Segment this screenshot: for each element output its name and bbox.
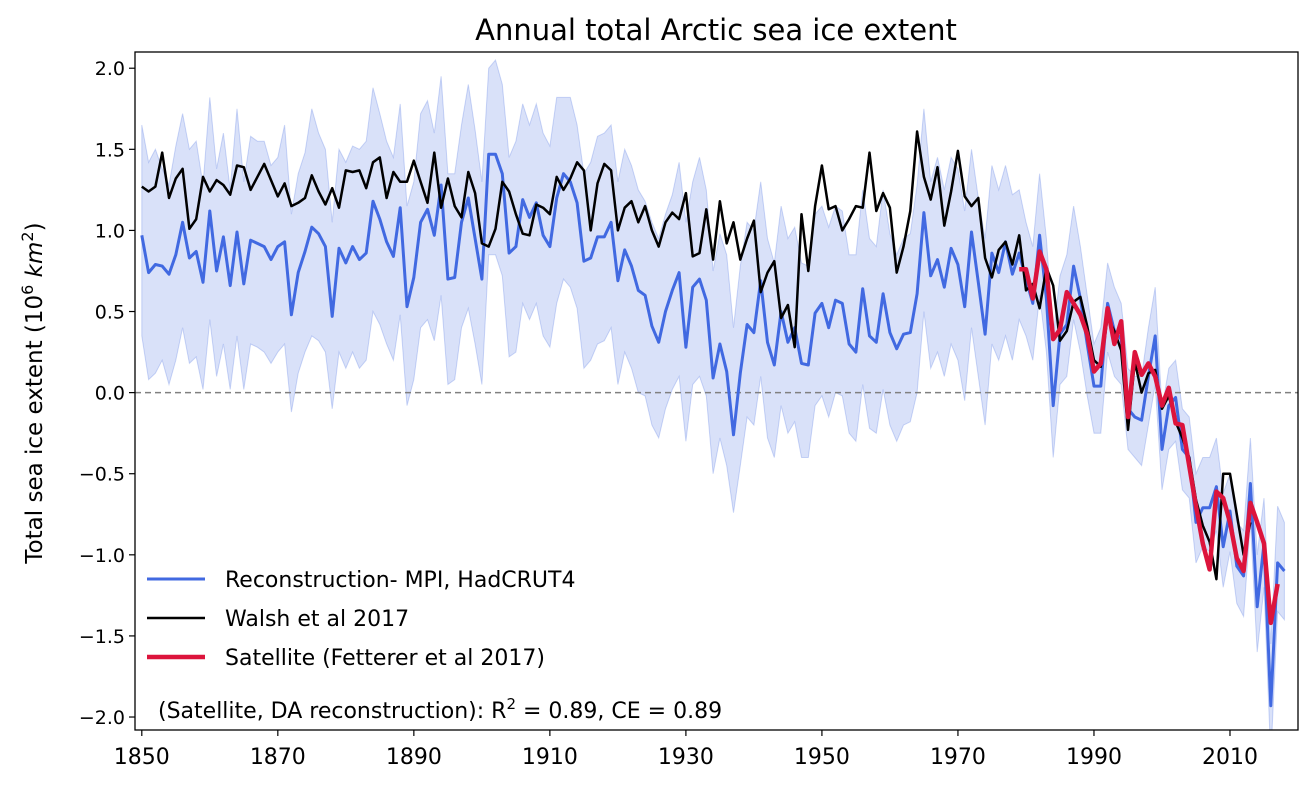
x-tick-label: 1850 <box>114 745 170 770</box>
annotation: (Satellite, DA reconstruction): R2 = 0.8… <box>158 695 722 724</box>
series-line <box>141 130 1252 581</box>
annotation-sup: 2 <box>506 695 516 713</box>
x-tick-label: 1970 <box>930 745 986 770</box>
uncertainty-band <box>141 59 1285 730</box>
y-tick-label: 0.5 <box>95 302 125 324</box>
chart-title: Annual total Arctic sea ice extent <box>475 13 957 47</box>
x-tick-label: 1990 <box>1066 745 1122 770</box>
legend-label: Walsh et al 2017 <box>225 607 409 632</box>
series-line <box>1019 249 1280 626</box>
plot-frame <box>134 51 1299 731</box>
y-tick-label: 1.5 <box>95 139 125 161</box>
legend-label: Satellite (Fetterer et al 2017) <box>225 646 545 671</box>
y-tick-label: 2.0 <box>95 58 125 80</box>
y-tick-label: −2.0 <box>79 707 125 729</box>
y-tick-label: 1.0 <box>95 220 125 242</box>
legend: Reconstruction- MPI, HadCRUT4 Walsh et al… <box>147 568 575 671</box>
y-tick-label: 0.0 <box>95 383 125 405</box>
y-tick-label: −1.0 <box>79 545 125 567</box>
x-tick-label: 1910 <box>522 745 578 770</box>
axes: −2.0 −1.5 −1.0 −0.5 0.0 0.5 1.0 1.5 2.0 1850 1870 1… <box>79 58 1258 770</box>
x-tick-label: 2010 <box>1202 745 1258 770</box>
y-tick-label: −1.5 <box>79 626 125 648</box>
y-label-unit: km <box>22 242 48 285</box>
y-tick-label: −0.5 <box>79 464 125 486</box>
legend-label: Reconstruction- MPI, HadCRUT4 <box>225 568 575 593</box>
x-tick-label: 1930 <box>658 745 714 770</box>
y-label-sup: 6 <box>18 285 37 295</box>
series-line <box>140 152 1286 708</box>
y-label-text: Total sea ice extent (10 <box>22 295 48 565</box>
annotation-text: (Satellite, DA reconstruction): R <box>158 699 506 724</box>
annotation-text: = 0.89, CE = 0.89 <box>516 699 722 724</box>
plot-area <box>135 59 1298 730</box>
y-axis-label: Total sea ice extent (106 km2) <box>18 222 48 564</box>
y-label-sup: 2 <box>18 231 37 241</box>
y-label-close: ) <box>22 222 48 231</box>
x-tick-label: 1950 <box>794 745 850 770</box>
x-tick-label: 1890 <box>386 745 442 770</box>
x-tick-label: 1870 <box>250 745 306 770</box>
